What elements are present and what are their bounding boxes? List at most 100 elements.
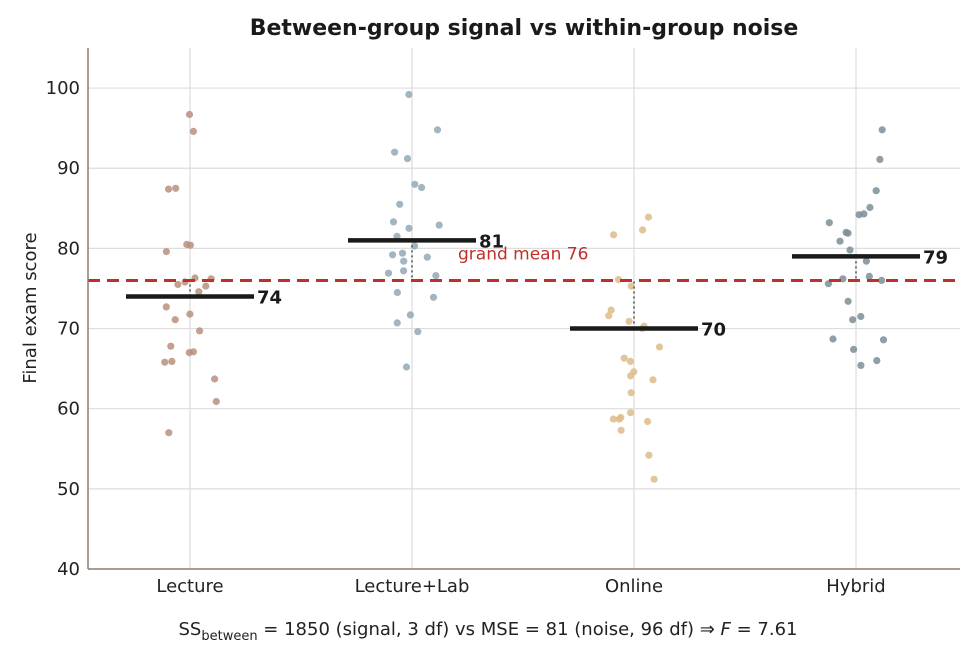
ss-note: (signal, 3 df) vs	[330, 619, 481, 640]
data-point	[202, 282, 210, 290]
data-point	[825, 219, 833, 227]
x-tick-label: Hybrid	[826, 576, 885, 597]
data-point	[393, 319, 401, 327]
anova-summary: SSbetween = 1850 (signal, 3 df) vs MSE =…	[178, 619, 797, 644]
data-point	[607, 306, 615, 314]
data-point	[829, 335, 837, 343]
y-tick-label: 80	[57, 238, 80, 259]
data-point	[625, 317, 633, 325]
data-point	[195, 288, 203, 296]
data-point	[396, 200, 404, 208]
data-point	[862, 257, 871, 265]
data-point	[839, 275, 847, 283]
data-point	[185, 110, 194, 119]
data-point	[846, 246, 854, 254]
y-tick-label: 90	[57, 158, 80, 179]
data-point	[850, 345, 858, 353]
data-point	[406, 311, 414, 319]
data-point	[171, 316, 179, 324]
data-point	[844, 297, 852, 305]
data-point	[844, 229, 852, 237]
data-point	[655, 343, 664, 351]
data-point	[418, 183, 426, 192]
data-point	[162, 303, 170, 311]
data-point	[865, 272, 873, 280]
data-point	[873, 357, 881, 365]
data-point	[384, 269, 393, 277]
data-point	[620, 354, 628, 362]
data-point	[617, 426, 625, 434]
data-point	[398, 249, 407, 257]
data-point	[849, 316, 857, 324]
mse-note: (noise, 96 df) ⇒	[569, 619, 721, 640]
data-point	[836, 237, 844, 245]
data-point	[615, 415, 623, 423]
y-axis-label: Final exam score	[20, 232, 41, 383]
y-tick-label: 60	[57, 399, 80, 420]
axes	[87, 48, 960, 570]
ss-value: = 1850	[258, 619, 330, 640]
x-tick-label: Lecture+Lab	[355, 576, 470, 597]
data-point	[627, 409, 635, 417]
data-point	[644, 213, 653, 221]
data-point	[174, 280, 182, 289]
group-mean-label: 70	[701, 320, 726, 341]
data-point	[185, 349, 193, 357]
reference-lines: grand mean 76 74 81 70 79	[88, 231, 960, 341]
data-point	[393, 288, 401, 297]
data-point	[391, 148, 399, 156]
data-point	[186, 310, 194, 318]
y-tick-label: 70	[57, 319, 80, 340]
data-point	[168, 357, 176, 365]
data-point	[876, 155, 884, 163]
group-mean-label: 74	[257, 287, 282, 308]
data-point	[627, 372, 635, 380]
data-point	[389, 218, 398, 226]
data-point	[161, 358, 169, 366]
data-point	[857, 361, 865, 369]
data-point	[610, 231, 618, 239]
data-point	[164, 185, 173, 193]
mse-text: MSE = 81	[481, 619, 569, 640]
data-point	[400, 257, 408, 265]
data-point	[405, 224, 413, 232]
data-point	[627, 282, 635, 290]
data-point	[429, 293, 438, 301]
data-point	[400, 267, 408, 275]
data-point	[605, 312, 613, 320]
data-point	[645, 451, 653, 459]
data-point	[402, 363, 411, 371]
grid	[88, 48, 960, 569]
data-point	[403, 155, 412, 163]
data-point	[855, 211, 863, 219]
data-point	[196, 327, 204, 335]
y-tick-label: 50	[57, 479, 80, 500]
data-point	[433, 126, 442, 134]
data-point	[414, 328, 422, 336]
data-point	[405, 90, 413, 99]
data-point	[609, 415, 618, 423]
data-point	[423, 253, 431, 261]
data-point	[878, 126, 886, 134]
data-point	[432, 272, 440, 280]
data-point	[189, 127, 197, 135]
tick-labels: 40 50 60 70 80 90 100 Lecture Lecture+Lab Online H…	[46, 78, 886, 597]
data-point	[866, 203, 874, 212]
ss-subscript: between	[201, 629, 257, 644]
data-point	[872, 187, 880, 195]
data-point	[627, 389, 635, 397]
data-point	[172, 184, 180, 192]
data-point	[878, 276, 886, 284]
group-mean-label: 79	[923, 247, 948, 268]
data-point	[879, 336, 888, 344]
data-point	[165, 429, 173, 437]
data-point	[639, 226, 647, 234]
data-point	[167, 342, 175, 350]
x-tick-label: Online	[605, 576, 663, 597]
data-point	[411, 242, 419, 250]
x-tick-label: Lecture	[156, 576, 223, 597]
ss-symbol: SS	[178, 619, 201, 640]
f-value: = 7.61	[731, 619, 798, 640]
chart-title: Between-group signal vs within-group noi…	[250, 16, 799, 41]
